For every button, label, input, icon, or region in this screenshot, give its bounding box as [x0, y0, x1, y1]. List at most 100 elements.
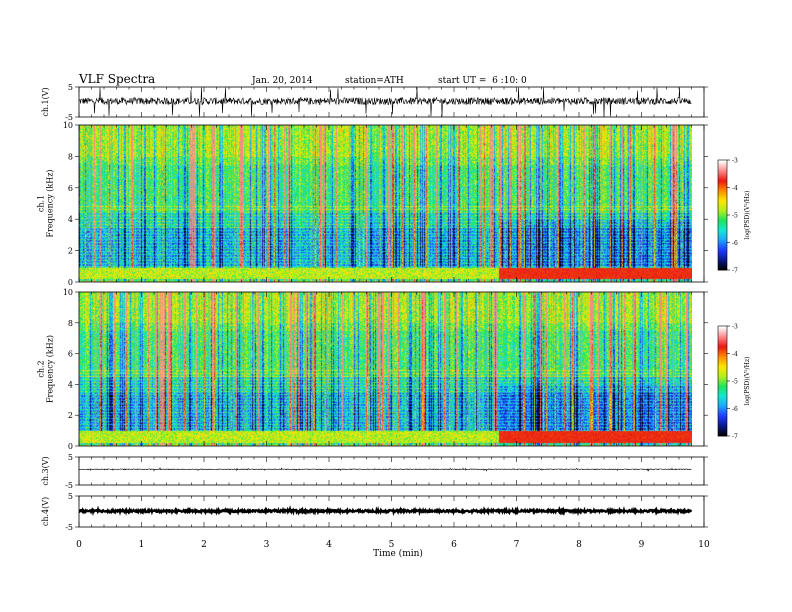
- colorbar-cell: [718, 190, 727, 193]
- colorbar-cell: [718, 339, 727, 342]
- colorbar-cell: [718, 383, 727, 386]
- colorbar-cell: [718, 252, 727, 254]
- colorbar-cell: [718, 212, 727, 215]
- colorbar-cell: [718, 354, 727, 357]
- colorbar-cell: [718, 198, 727, 201]
- colorbar-cell: [718, 401, 727, 404]
- ch1-spectrogram-ylabel-line: Frequency (kHz): [46, 169, 55, 237]
- ch2-spectrogram-ylabel-line: Frequency (kHz): [46, 335, 55, 403]
- colorbar-cell: [718, 186, 727, 188]
- y-tick-label: 10: [63, 288, 73, 297]
- colorbar-cell: [718, 227, 727, 230]
- ch1-spectrogram-ylabel-line: ch.1: [37, 195, 46, 212]
- ch3-waveform-panel: 5 -5 ch.3(V): [41, 453, 708, 490]
- y-tick-label: 2: [68, 411, 73, 420]
- colorbar-cell: [718, 393, 727, 396]
- colorbar-cell: [718, 202, 727, 205]
- colorbar-cell: [718, 248, 727, 250]
- colorbar-cell: [718, 367, 727, 370]
- colorbar-cell: [718, 416, 727, 419]
- colorbar-cell: [718, 179, 727, 182]
- x-tick-label: 0: [76, 540, 82, 550]
- colorbar-cell: [718, 357, 727, 360]
- colorbar-cell: [718, 349, 727, 352]
- ch3-waveform-trace: [78, 466, 692, 472]
- colorbar-cell: [718, 164, 727, 166]
- colorbar-cell: [718, 332, 727, 335]
- colorbar-cell: [718, 220, 727, 223]
- colorbar-cell: [718, 334, 727, 337]
- colorbar-cell: [718, 235, 727, 238]
- y-tick-label: 4: [68, 380, 73, 389]
- colorbar-tick-label: -4: [732, 185, 738, 192]
- ch2-colorbar: -3 -4 -5 -6 -7 log(PSD)(V²/Hz): [717, 324, 751, 441]
- colorbar-cell: [718, 254, 727, 257]
- colorbar-cell: [718, 239, 727, 242]
- colorbar-cell: [718, 382, 727, 385]
- colorbar-cell: [718, 359, 727, 361]
- x-axis-label: Time (min): [373, 548, 423, 559]
- y-tick-label: -5: [65, 481, 73, 490]
- colorbar-cell: [718, 232, 727, 235]
- colorbar-cell: [718, 208, 727, 210]
- ch1-colorbar: -3 -4 -5 -6 -7 log(PSD)(V²/Hz): [717, 158, 751, 275]
- colorbar-cell: [718, 392, 727, 394]
- colorbar-cell: [718, 199, 727, 202]
- colorbar-cell: [718, 242, 727, 245]
- colorbar-cell: [718, 261, 727, 264]
- start-time-label: start UT = 6 :10: 0: [438, 76, 527, 86]
- colorbar-tick-label: -4: [732, 351, 738, 358]
- colorbar-cell: [718, 331, 727, 334]
- colorbar-cell: [718, 327, 727, 330]
- colorbar-cell: [718, 268, 727, 271]
- y-tick-label: 5: [68, 492, 73, 501]
- y-tick-label: 8: [68, 152, 73, 161]
- colorbar-cell: [718, 265, 727, 268]
- colorbar-cell: [718, 371, 727, 374]
- colorbar-cell: [718, 256, 727, 259]
- colorbar-cell: [718, 260, 727, 263]
- colorbar-cell: [718, 425, 727, 427]
- colorbar-cell: [718, 415, 727, 418]
- colorbar-cell: [718, 228, 727, 231]
- colorbar-cell: [718, 237, 727, 239]
- colorbar-cell: [718, 429, 727, 431]
- colorbar-cell: [718, 187, 727, 190]
- colorbar-cell: [718, 172, 727, 175]
- x-tick-label: 7: [514, 540, 520, 550]
- colorbar-cell: [718, 363, 727, 365]
- colorbar-cell: [718, 378, 727, 381]
- colorbar-cell: [718, 368, 727, 371]
- colorbar-cell: [718, 423, 727, 426]
- ch3-waveform-ylabel-line: ch.3(V): [41, 456, 50, 485]
- colorbar-cell: [718, 427, 727, 430]
- colorbar-cell: [718, 343, 727, 346]
- y-tick-label: 0: [68, 442, 73, 451]
- ch2-spectrogram-panel: 0 2 4 6 8 10 ch.2Frequency (kHz): [37, 288, 708, 451]
- colorbar-cell: [718, 263, 727, 265]
- colorbar-cell: [718, 226, 727, 228]
- ch4-waveform-trace: [78, 505, 693, 517]
- colorbar-cell: [718, 169, 727, 172]
- x-tick-label: 8: [576, 540, 582, 550]
- colorbar-cell: [718, 422, 727, 425]
- x-tick-label: 9: [639, 540, 645, 550]
- colorbar-cell: [718, 338, 727, 341]
- colorbar-cell: [718, 204, 727, 206]
- colorbar-cell: [718, 390, 727, 393]
- colorbar-cell: [718, 160, 727, 162]
- colorbar-cell: [718, 230, 727, 232]
- time-axis: 0 1 2 3 4 5 6 7 8 9 10: [76, 540, 710, 550]
- colorbar-cell: [718, 405, 727, 408]
- y-tick-label: 6: [68, 184, 73, 193]
- colorbar-cell: [718, 365, 727, 368]
- colorbar-cell: [718, 234, 727, 237]
- colorbar-cell: [718, 328, 727, 331]
- y-tick-label: 4: [68, 215, 73, 224]
- colorbar-cell: [718, 419, 727, 422]
- colorbar-cell: [718, 183, 727, 186]
- colorbar-cell: [718, 403, 727, 405]
- colorbar-tick-label: -6: [732, 240, 738, 247]
- colorbar-cell: [718, 386, 727, 389]
